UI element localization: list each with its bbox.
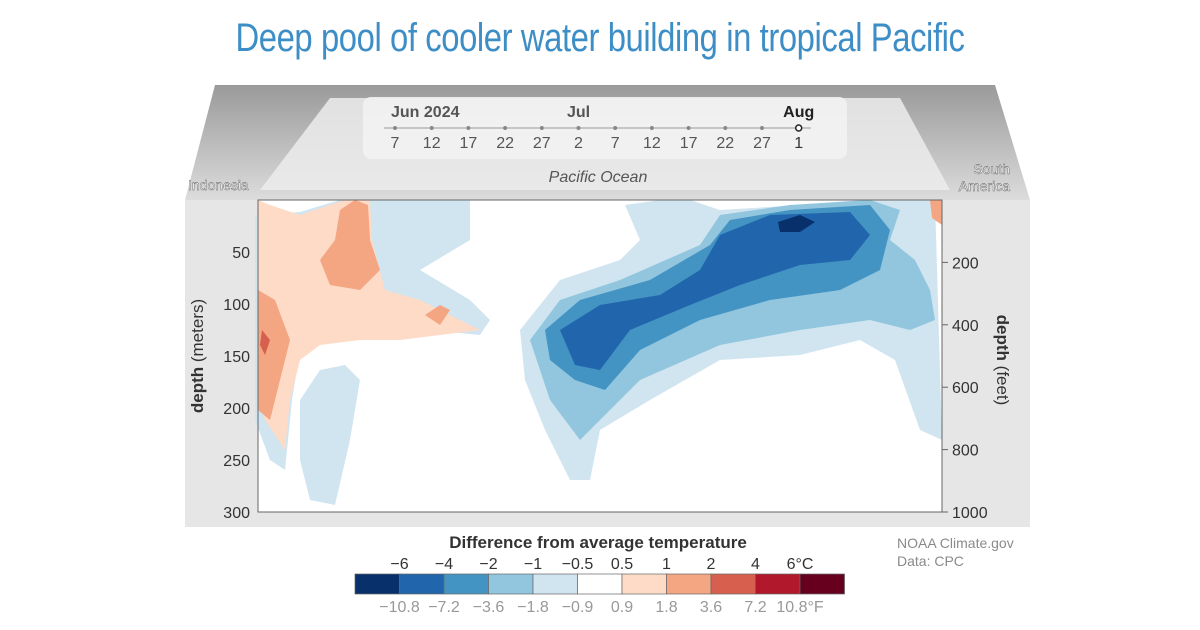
legend-fahrenheit-label: −3.6 xyxy=(473,599,505,616)
left-tick-label: 300 xyxy=(223,505,250,522)
legend-fahrenheit-label: 10.8°F xyxy=(776,599,824,616)
legend-fahrenheit-label: 0.9 xyxy=(611,599,633,616)
legend-swatch xyxy=(488,573,534,595)
legend-swatch xyxy=(354,573,400,595)
timeline-day-label: 1 xyxy=(794,135,803,152)
map-label-south-america-1: South xyxy=(973,161,1010,177)
plot-area xyxy=(255,199,943,513)
anomaly-contour xyxy=(258,200,480,450)
legend-swatch xyxy=(710,573,756,595)
legend-celsius-label: 4 xyxy=(751,556,760,573)
timeline-dot[interactable] xyxy=(539,126,544,130)
timeline-dot[interactable] xyxy=(723,126,728,130)
left-tick-label: 150 xyxy=(223,349,250,366)
timeline-dot[interactable] xyxy=(649,126,654,130)
legend-swatch xyxy=(399,573,445,595)
legend-celsius-label: −1 xyxy=(524,556,542,573)
legend-fahrenheit-label: 1.8 xyxy=(655,599,677,616)
legend-celsius-label: −0.5 xyxy=(562,556,594,573)
chart-title: Deep pool of cooler water building in tr… xyxy=(235,16,965,60)
legend-celsius-label: −6 xyxy=(390,556,408,573)
legend-celsius-label: 1 xyxy=(662,556,671,573)
timeline-day-label: 22 xyxy=(496,135,514,152)
credit: NOAA Climate.gov Data: CPC xyxy=(897,534,1014,570)
legend-swatch xyxy=(621,573,667,595)
right-tick-label: 800 xyxy=(952,443,979,460)
anomaly-contour xyxy=(260,330,270,355)
timeline-dot[interactable] xyxy=(503,126,508,130)
timeline-dot[interactable] xyxy=(393,126,397,130)
legend-swatch xyxy=(755,573,801,595)
legend-celsius-label: 0.5 xyxy=(611,556,633,573)
timeline-dot[interactable] xyxy=(686,126,691,130)
y-axis-label-left-bold: depth xyxy=(188,367,207,413)
anomaly-contour xyxy=(300,365,360,505)
timeline-month-label: Aug xyxy=(783,104,814,121)
y-axis-label-right: depth (feet) xyxy=(993,315,1012,406)
legend-fahrenheit-label: −1.8 xyxy=(517,599,549,616)
anomaly-contour xyxy=(320,200,380,290)
timeline-day-label: 7 xyxy=(611,135,620,152)
timeline-day-label: 27 xyxy=(533,135,551,152)
legend-swatch xyxy=(532,573,578,595)
legend-fahrenheit-label: −10.8 xyxy=(379,599,420,616)
right-tick-label: 400 xyxy=(952,318,979,335)
map-label-indonesia: Indonesia xyxy=(188,177,249,193)
right-tick-label: 600 xyxy=(952,380,979,397)
timeline-day-label: 27 xyxy=(753,135,771,152)
left-tick-label: 100 xyxy=(223,297,250,314)
timeline-dot[interactable] xyxy=(613,126,618,130)
anomaly-contour xyxy=(425,305,450,325)
timeline-day-label: 7 xyxy=(391,135,400,152)
timeline-day-label: 17 xyxy=(680,135,698,152)
timeline-dot[interactable] xyxy=(760,126,764,130)
legend-fahrenheit-label: −0.9 xyxy=(562,599,594,616)
timeline-dot[interactable] xyxy=(576,126,581,130)
timeline-day-label: 12 xyxy=(423,135,441,152)
legend-title: Difference from average temperature xyxy=(449,533,747,552)
timeline-day-label: 22 xyxy=(716,135,734,152)
legend-fahrenheit-label: 3.6 xyxy=(700,599,722,616)
timeline-day-label: 2 xyxy=(574,135,583,152)
left-tick-label: 50 xyxy=(232,245,250,262)
legend-swatch xyxy=(577,573,623,595)
credit-data: Data: CPC xyxy=(897,553,964,569)
legend-fahrenheit-label: 7.2 xyxy=(744,599,766,616)
legend-celsius-label: −4 xyxy=(435,556,453,573)
map-label-south-america-2: America xyxy=(959,178,1011,194)
anomaly-contour xyxy=(258,290,290,420)
timeline-month-label: Jun 2024 xyxy=(391,104,460,121)
timeline-month-label: Jul xyxy=(567,104,590,121)
plot-frame xyxy=(257,199,943,513)
legend-celsius-label: −2 xyxy=(479,556,497,573)
legend-swatch xyxy=(799,573,845,595)
credit-source: NOAA Climate.gov xyxy=(897,535,1014,551)
timeline-dot[interactable] xyxy=(429,126,434,130)
anomaly-contour xyxy=(560,212,870,370)
y-axis-label-left: depth (meters) xyxy=(188,299,207,413)
timeline-day-label: 12 xyxy=(643,135,661,152)
legend-swatch xyxy=(443,573,489,595)
left-tick-label: 250 xyxy=(223,453,250,470)
right-tick-label: 1000 xyxy=(952,505,988,522)
y-axis-label-right-bold: depth xyxy=(993,315,1012,361)
timeline-handle[interactable] xyxy=(794,124,803,132)
left-tick-label: 200 xyxy=(223,401,250,418)
anomaly-contour xyxy=(930,200,942,225)
y-axis-label-right-unit: (feet) xyxy=(993,361,1012,405)
legend-celsius-label: 6°C xyxy=(787,556,814,573)
timeline-day-label: 17 xyxy=(460,135,478,152)
legend-celsius-label: 2 xyxy=(707,556,716,573)
y-axis-label-left-unit: (meters) xyxy=(188,299,207,367)
timeline-dot[interactable] xyxy=(466,126,471,130)
legend-swatch xyxy=(666,573,712,595)
right-tick-label: 200 xyxy=(952,255,979,272)
legend-fahrenheit-label: −7.2 xyxy=(428,599,460,616)
anomaly-contour xyxy=(778,215,815,232)
map-label-pacific: Pacific Ocean xyxy=(549,169,648,186)
